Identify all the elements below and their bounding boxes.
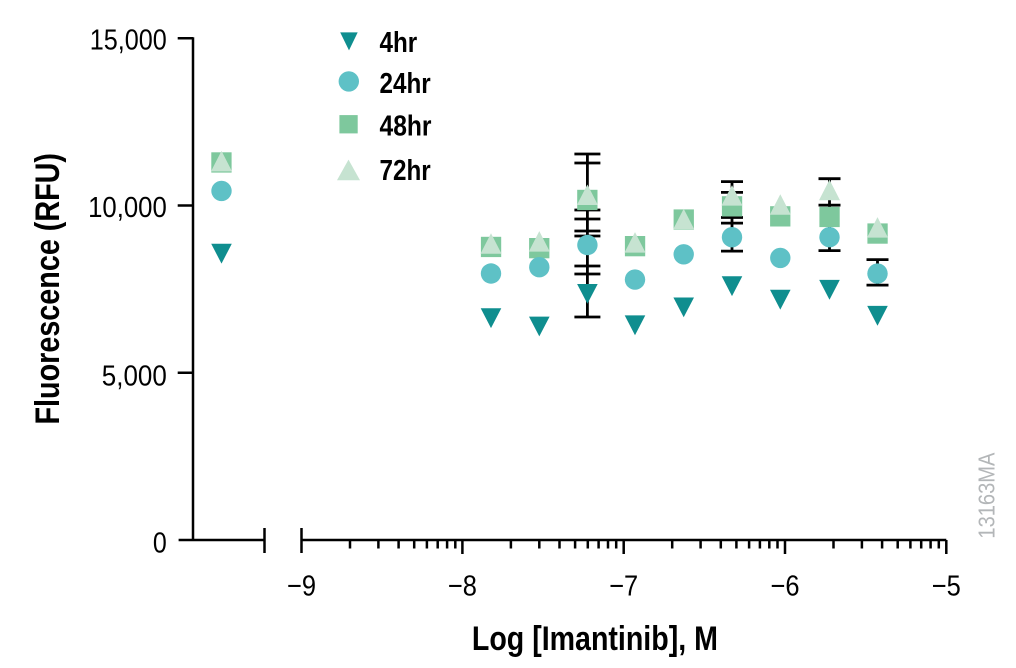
svg-text:−7: −7 [609,571,638,603]
svg-text:−9: −9 [287,571,316,603]
svg-text:4hr: 4hr [380,27,418,59]
svg-text:48hr: 48hr [380,111,432,143]
svg-text:−8: −8 [448,571,477,603]
svg-text:72hr: 72hr [380,155,431,187]
svg-text:13163MA: 13163MA [973,452,999,539]
svg-text:−6: −6 [771,571,800,603]
svg-text:10,000: 10,000 [88,192,167,224]
svg-text:0: 0 [153,528,167,560]
svg-text:Log [Imantinib], M: Log [Imantinib], M [472,620,718,658]
svg-text:24hr: 24hr [380,68,431,100]
svg-text:15,000: 15,000 [90,25,167,57]
svg-text:−5: −5 [932,571,961,603]
svg-text:Fluorescence (RFU): Fluorescence (RFU) [29,153,67,425]
svg-text:5,000: 5,000 [102,360,167,392]
